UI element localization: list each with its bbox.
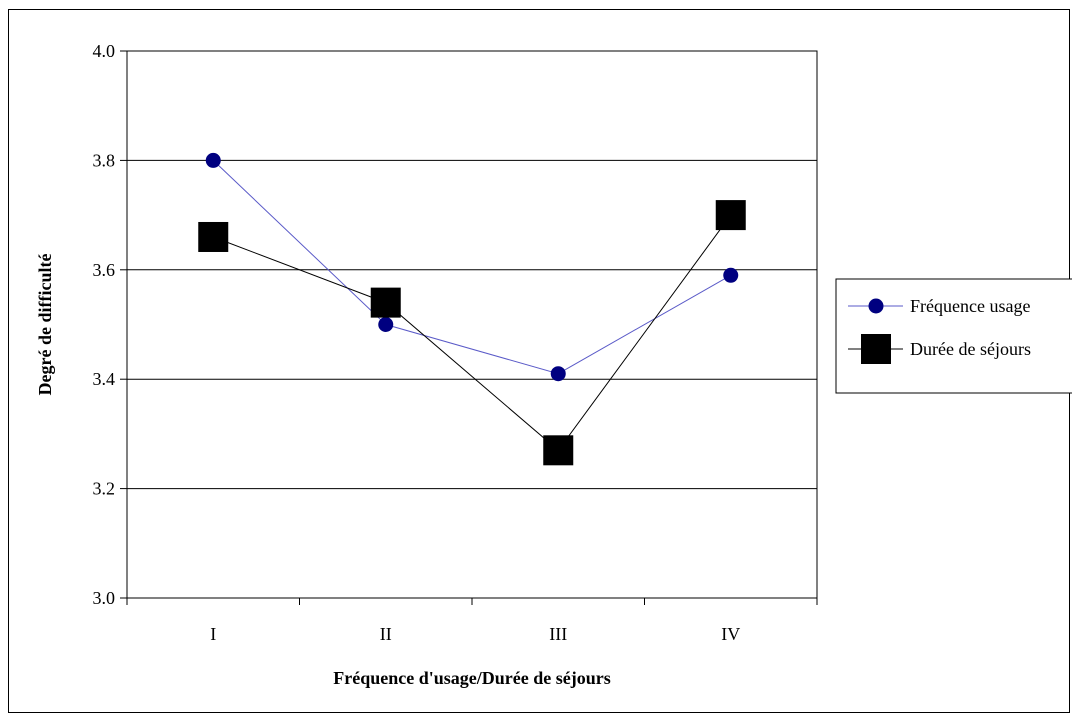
legend-marker: [861, 334, 891, 364]
data-point: [205, 152, 221, 168]
y-tick-label: 3.6: [93, 260, 116, 280]
x-axis-title: Fréquence d'usage/Durée de séjours: [333, 668, 610, 688]
legend-label: Fréquence usage: [910, 296, 1030, 316]
y-tick-label: 4.0: [93, 41, 116, 61]
series-1: [198, 200, 746, 466]
data-point: [378, 317, 394, 332]
data-point: [370, 287, 401, 318]
legend-label: Durée de séjours: [910, 339, 1031, 359]
x-tick-label: II: [380, 624, 392, 644]
data-point: [543, 435, 574, 466]
data-point: [715, 200, 746, 231]
series-line: [213, 214, 732, 452]
x-tick-label: IV: [721, 624, 740, 644]
legend-item: Fréquence usage: [848, 296, 1030, 316]
y-tick-label: 3.2: [93, 479, 116, 499]
series-0: [205, 152, 739, 382]
grid-lines: [127, 159, 817, 490]
y-tick-label: 3.4: [93, 369, 116, 389]
series-layer: [198, 152, 746, 466]
y-axis-title: Degré de difficulté: [35, 254, 55, 396]
x-tick-label: III: [549, 624, 567, 644]
series-line: [212, 160, 731, 375]
data-point: [723, 267, 739, 283]
x-tick-label: I: [210, 624, 216, 644]
legend-item: Durée de séjours: [848, 334, 1031, 364]
plot-area-border: [126, 50, 818, 599]
legend: Fréquence usage Durée de séjours: [835, 278, 1072, 394]
y-tick-label: 3.8: [93, 150, 116, 170]
axes: 3.03.23.43.63.84.0I II III IV: [93, 41, 818, 644]
y-tick-label: 3.0: [93, 588, 116, 608]
data-point: [198, 221, 229, 252]
data-point: [550, 366, 566, 382]
legend-marker: [868, 298, 884, 314]
